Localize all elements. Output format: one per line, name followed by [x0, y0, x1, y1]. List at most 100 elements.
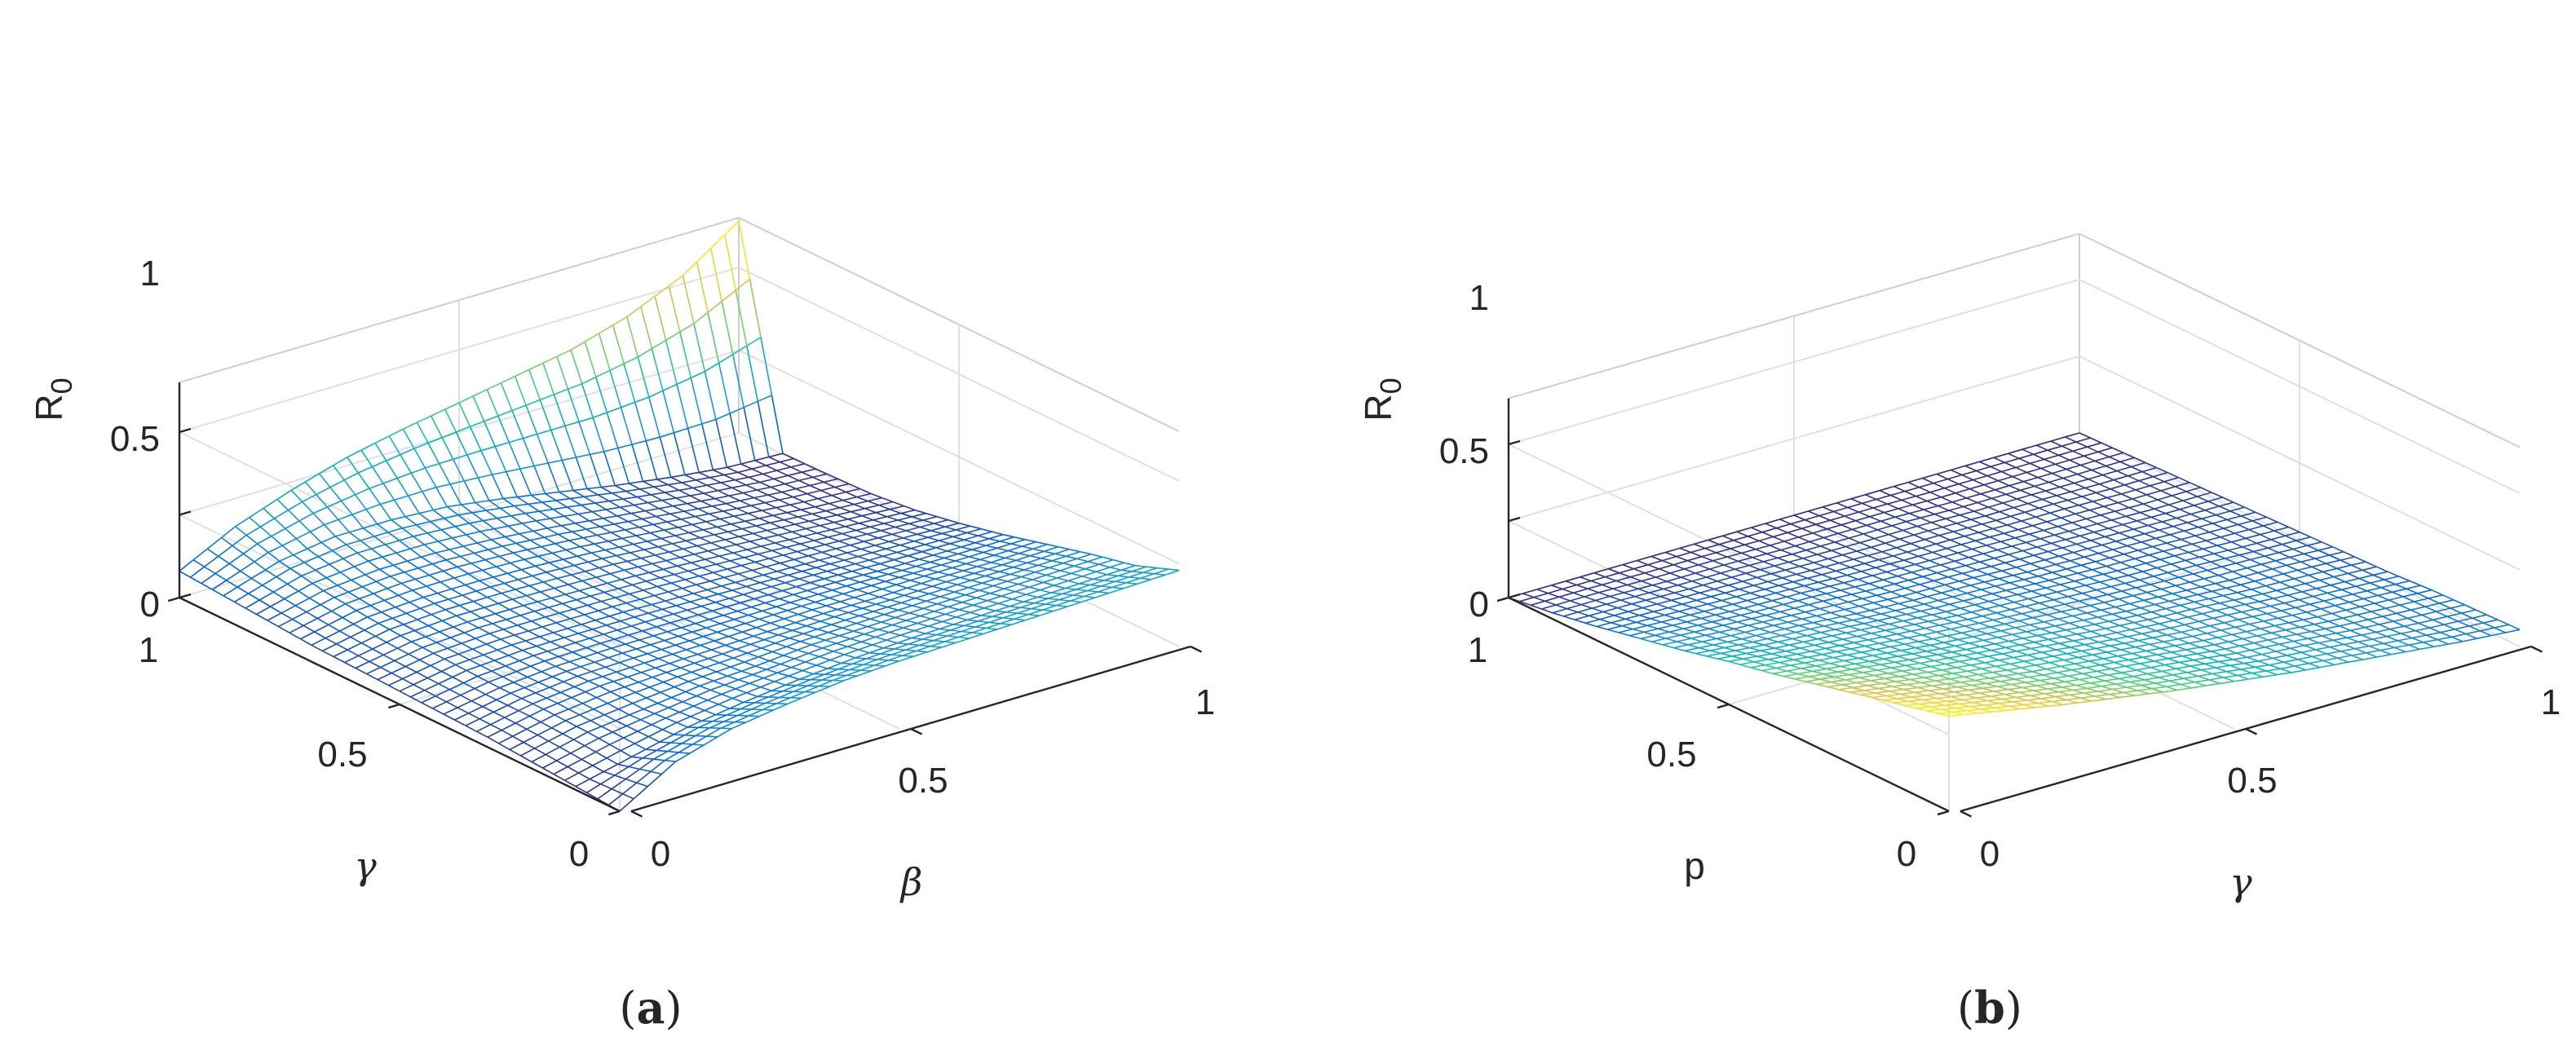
- mesh-segment: [614, 484, 627, 492]
- mesh-segment: [1602, 611, 1615, 616]
- mesh-segment: [900, 602, 912, 607]
- mesh-segment: [849, 577, 861, 583]
- mesh-segment: [1044, 545, 1058, 553]
- mesh-segment: [903, 533, 917, 539]
- mesh-segment: [652, 635, 665, 642]
- mesh-segment: [647, 499, 662, 504]
- mesh-segment: [298, 590, 310, 599]
- mesh-segment: [886, 512, 901, 518]
- mesh-segment: [530, 660, 545, 667]
- mesh-segment: [668, 285, 681, 333]
- mesh-segment: [1782, 653, 1797, 658]
- mesh-segment: [448, 598, 460, 607]
- mesh-segment: [731, 520, 745, 525]
- mesh-segment: [484, 602, 499, 608]
- panel-b-box-back: [1508, 232, 2521, 598]
- mesh-segment: [487, 729, 502, 738]
- mesh-segment: [800, 641, 812, 646]
- mesh-segment: [2119, 677, 2131, 683]
- mesh-segment: [250, 569, 266, 580]
- mesh-segment: [2146, 588, 2162, 594]
- mesh-segment: [364, 622, 379, 631]
- mesh-segment: [631, 444, 644, 482]
- mesh-segment: [552, 670, 567, 677]
- mesh-segment: [576, 598, 588, 607]
- mesh-segment: [2147, 670, 2163, 675]
- mesh-segment: [517, 625, 529, 632]
- mesh-segment: [547, 646, 562, 652]
- mesh-segment: [988, 568, 1000, 572]
- mesh-segment: [1809, 628, 1822, 633]
- mesh-segment: [2328, 617, 2344, 622]
- mesh-segment: [715, 563, 728, 570]
- mesh-segment: [578, 629, 593, 634]
- mesh-segment: [298, 582, 313, 592]
- mesh-segment: [2201, 669, 2213, 675]
- mesh-segment: [430, 517, 444, 523]
- mesh-segment: [1778, 585, 1791, 590]
- mesh-segment: [1071, 568, 1085, 575]
- mesh-segment: [1999, 680, 2012, 686]
- mesh-segment: [1706, 655, 1718, 660]
- mesh-segment: [1000, 623, 1012, 626]
- mesh-segment: [2087, 687, 2099, 692]
- mesh-segment: [697, 653, 709, 660]
- mesh-segment: [2216, 607, 2231, 611]
- mesh-segment: [1887, 598, 1899, 605]
- mesh-segment: [890, 599, 902, 604]
- mesh-segment: [915, 593, 930, 599]
- mesh-segment: [1923, 656, 1935, 662]
- mesh-segment: [1775, 592, 1787, 598]
- mesh-segment: [562, 602, 574, 610]
- mesh-segment: [351, 514, 365, 529]
- mesh-segment: [609, 744, 621, 752]
- mesh-segment: [393, 499, 406, 518]
- mesh-segment: [1824, 566, 1836, 572]
- mesh-segment: [661, 761, 677, 775]
- mesh-segment: [1101, 580, 1116, 587]
- mesh-segment: [723, 576, 736, 584]
- mesh-segment: [461, 504, 473, 514]
- mesh-segment: [1054, 585, 1066, 589]
- mesh-segment: [329, 479, 345, 488]
- mesh-segment: [1598, 592, 1611, 598]
- mesh-segment: [972, 627, 987, 633]
- mesh-segment: [2250, 647, 2265, 651]
- mesh-segment: [2367, 616, 2383, 620]
- mesh-segment: [1794, 607, 1806, 613]
- mesh-segment: [689, 744, 705, 754]
- mesh-segment: [276, 576, 288, 585]
- mesh-segment: [567, 766, 579, 774]
- mesh-segment: [2087, 685, 2102, 690]
- mesh-segment: [527, 676, 539, 683]
- mesh-segment: [855, 652, 870, 659]
- mesh-segment: [540, 394, 555, 401]
- mesh-segment: [899, 629, 915, 636]
- mesh-segment: [2385, 604, 2401, 609]
- mesh-segment: [895, 523, 909, 528]
- mesh-segment: [1088, 556, 1102, 563]
- mesh-segment: [782, 691, 794, 693]
- mesh-segment: [555, 661, 570, 668]
- mesh-segment: [1950, 628, 1962, 634]
- mesh-segment: [2061, 607, 2076, 612]
- mesh-segment: [627, 520, 640, 528]
- mesh-segment: [2053, 675, 2069, 679]
- mesh-segment: [445, 559, 458, 567]
- mesh-segment: [1085, 568, 1097, 573]
- mesh-segment: [686, 540, 698, 547]
- mesh-segment: [550, 641, 562, 648]
- mesh-segment: [1795, 631, 1807, 637]
- mesh-segment: [658, 658, 670, 664]
- mesh-segment: [776, 470, 789, 477]
- mesh-segment: [1054, 548, 1070, 555]
- mesh-segment: [2004, 620, 2019, 625]
- mesh-segment: [1854, 660, 1870, 665]
- panel-a-ticks: [167, 427, 1203, 818]
- mesh-segment: [2141, 684, 2153, 690]
- mesh-segment: [997, 598, 1013, 604]
- mesh-segment: [1878, 558, 1890, 565]
- mesh-segment: [2376, 653, 2392, 658]
- mesh-segment: [751, 708, 763, 711]
- mesh-segment: [555, 500, 568, 508]
